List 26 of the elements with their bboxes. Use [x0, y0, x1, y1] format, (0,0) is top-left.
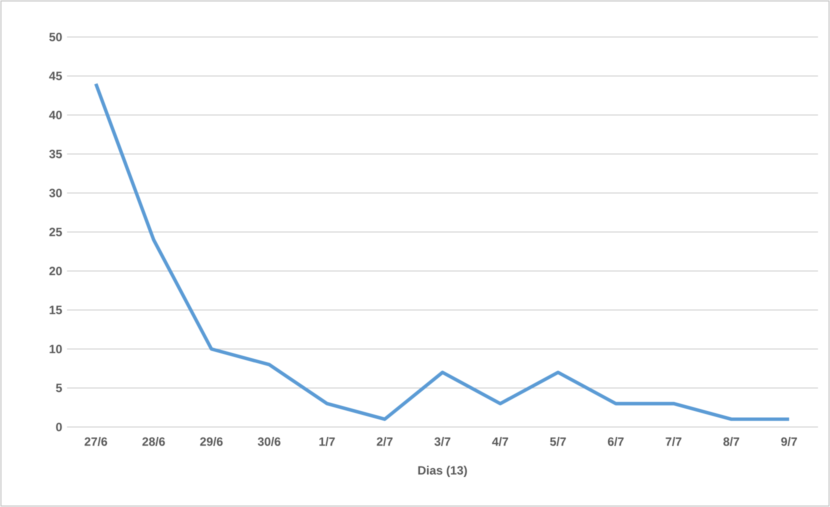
y-tick-label: 30: [49, 188, 62, 198]
y-tick-label: 10: [50, 344, 62, 354]
y-tick-label: 45: [49, 72, 62, 80]
x-tick-label: 9/7: [781, 437, 797, 446]
x-tick-label: 30/6: [258, 437, 280, 446]
y-tick-label: 40: [49, 110, 62, 120]
y-tick-label: 20: [49, 266, 62, 276]
x-tick-label: 27/6: [84, 437, 108, 446]
x-tick-label: 8/7: [723, 437, 740, 446]
y-tick-label: 0: [56, 422, 62, 432]
x-tick-label: 5/7: [550, 437, 566, 446]
x-tick-label: 7/7: [666, 437, 682, 446]
x-tick-label: 28/6: [142, 437, 165, 446]
y-tick-label: 5: [56, 384, 62, 392]
y-tick-label: 25: [49, 228, 62, 236]
x-tick-label: 2/7: [376, 437, 393, 446]
x-tick-label: 4/7: [492, 437, 508, 446]
x-tick-label: 29/6: [200, 437, 223, 446]
x-tick-label: 3/7: [434, 437, 450, 446]
y-tick-label: 35: [49, 150, 62, 158]
y-tick-label: 15: [50, 306, 62, 314]
x-tick-label: 6/7: [608, 437, 624, 446]
y-tick-label: 50: [49, 32, 62, 42]
x-axis-title: Dias (13): [418, 466, 467, 477]
line-series: [94, 82, 791, 421]
x-tick-label: 1/7: [319, 437, 335, 446]
